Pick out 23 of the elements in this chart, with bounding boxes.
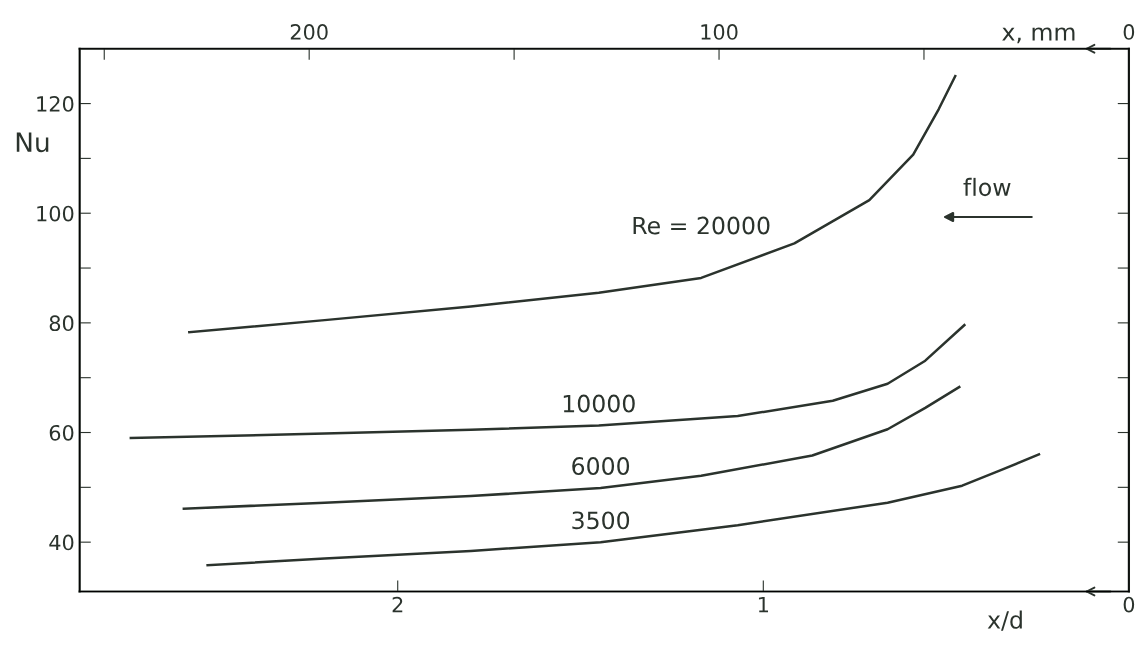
series-label: 10000 [563, 394, 635, 413]
y-tick-label: 80 [49, 315, 74, 332]
x-tick-label: 1 [758, 597, 769, 613]
x-tick-label: 2 [392, 596, 403, 613]
y-axis-title: Nu [16, 132, 49, 153]
x-tick-label: 0 [1123, 596, 1135, 613]
annotation: flow [963, 177, 1011, 197]
y-tick-label: 120 [37, 96, 74, 112]
line-series [188, 74, 957, 334]
x2-tick-label: 0 [1123, 24, 1135, 40]
x2-tick-label: 200 [290, 24, 328, 40]
line-series [129, 323, 966, 440]
x2-tick-label: 100 [701, 24, 738, 40]
y-tick-label: 100 [37, 205, 74, 222]
x2-axis-title: x, mm [1002, 27, 1075, 44]
series-label: 3500 [572, 511, 630, 530]
y-tick-label: 40 [49, 534, 74, 551]
line-series [182, 385, 961, 510]
series-label: Re = 20000 [633, 216, 770, 235]
series-label: 6000 [572, 457, 630, 475]
y-tick-label: 60 [49, 424, 74, 441]
line-series [206, 453, 1041, 567]
x-axis-title: x/d [987, 610, 1022, 631]
